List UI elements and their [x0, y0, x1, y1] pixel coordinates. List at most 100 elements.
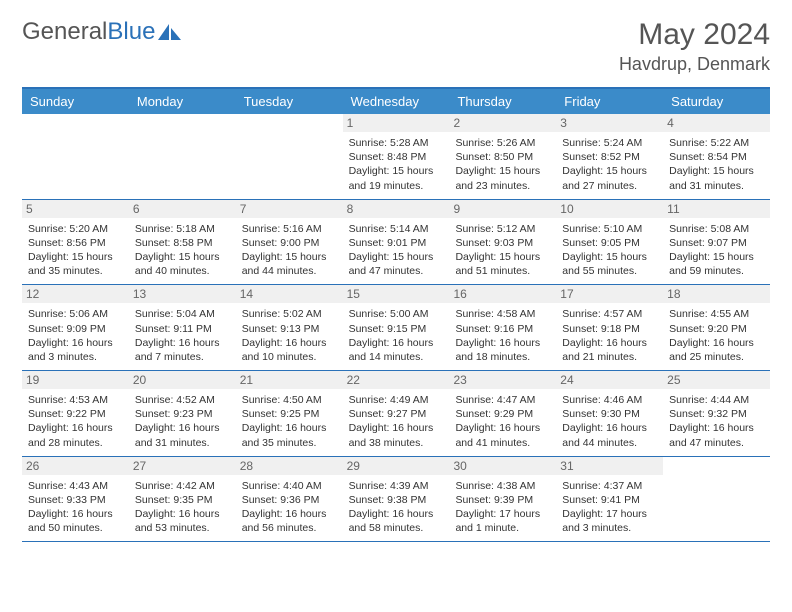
day-info: Sunrise: 4:43 AMSunset: 9:33 PMDaylight:…: [28, 479, 123, 536]
sunset-text: Sunset: 9:07 PM: [669, 236, 764, 250]
day-number: 8: [343, 200, 450, 218]
daylight-text: Daylight: 15 hours and 35 minutes.: [28, 250, 123, 278]
dayname: Tuesday: [236, 89, 343, 114]
month-title: May 2024: [619, 18, 770, 52]
day-cell: 23Sunrise: 4:47 AMSunset: 9:29 PMDayligh…: [449, 371, 556, 456]
sunrise-text: Sunrise: 4:49 AM: [349, 393, 444, 407]
day-number: 19: [22, 371, 129, 389]
sunset-text: Sunset: 9:32 PM: [669, 407, 764, 421]
sunset-text: Sunset: 9:36 PM: [242, 493, 337, 507]
day-number: 10: [556, 200, 663, 218]
sunrise-text: Sunrise: 4:46 AM: [562, 393, 657, 407]
sunset-text: Sunset: 9:20 PM: [669, 322, 764, 336]
sunset-text: Sunset: 9:27 PM: [349, 407, 444, 421]
day-info: Sunrise: 5:26 AMSunset: 8:50 PMDaylight:…: [455, 136, 550, 193]
day-number: 21: [236, 371, 343, 389]
day-info: Sunrise: 5:28 AMSunset: 8:48 PMDaylight:…: [349, 136, 444, 193]
logo-sail-icon: [157, 22, 183, 42]
day-number: 29: [343, 457, 450, 475]
daylight-text: Daylight: 17 hours and 1 minute.: [455, 507, 550, 535]
sunrise-text: Sunrise: 4:55 AM: [669, 307, 764, 321]
sunset-text: Sunset: 9:38 PM: [349, 493, 444, 507]
daylight-text: Daylight: 16 hours and 21 minutes.: [562, 336, 657, 364]
day-cell: 16Sunrise: 4:58 AMSunset: 9:16 PMDayligh…: [449, 285, 556, 370]
day-cell: [236, 114, 343, 199]
day-info: Sunrise: 4:44 AMSunset: 9:32 PMDaylight:…: [669, 393, 764, 450]
day-number: 25: [663, 371, 770, 389]
day-info: Sunrise: 5:06 AMSunset: 9:09 PMDaylight:…: [28, 307, 123, 364]
day-header-row: Sunday Monday Tuesday Wednesday Thursday…: [22, 89, 770, 114]
sunrise-text: Sunrise: 5:20 AM: [28, 222, 123, 236]
sunrise-text: Sunrise: 5:00 AM: [349, 307, 444, 321]
day-cell: 20 Sunrise: 4:52 AMSunset: 9:23 PMDayligh…: [129, 371, 236, 456]
day-number: 15: [343, 285, 450, 303]
sunset-text: Sunset: 8:52 PM: [562, 150, 657, 164]
day-info: Sunrise: 4:57 AMSunset: 9:18 PMDaylight:…: [562, 307, 657, 364]
logo-text-2: Blue: [107, 18, 155, 46]
location: Havdrup, Denmark: [619, 54, 770, 75]
day-info: Sunrise: 4:52 AMSunset: 9:23 PMDaylight:…: [135, 393, 230, 450]
day-number: 30: [449, 457, 556, 475]
day-cell: 9Sunrise: 5:12 AMSunset: 9:03 PMDaylight…: [449, 200, 556, 285]
sunrise-text: Sunrise: 5:24 AM: [562, 136, 657, 150]
sunset-text: Sunset: 9:01 PM: [349, 236, 444, 250]
sunset-text: Sunset: 9:22 PM: [28, 407, 123, 421]
day-number: 28: [236, 457, 343, 475]
dayname: Thursday: [449, 89, 556, 114]
day-cell: 12Sunrise: 5:06 AMSunset: 9:09 PMDayligh…: [22, 285, 129, 370]
day-cell: 29 Sunrise: 4:39 AMSunset: 9:38 PMDayligh…: [343, 457, 450, 542]
day-info: Sunrise: 5:00 AMSunset: 9:15 PMDaylight:…: [349, 307, 444, 364]
day-cell: 22Sunrise: 4:49 AMSunset: 9:27 PMDayligh…: [343, 371, 450, 456]
day-info: Sunrise: 5:04 AMSunset: 9:11 PMDaylight:…: [135, 307, 230, 364]
sunrise-text: Sunrise: 4:50 AM: [242, 393, 337, 407]
daylight-text: Daylight: 16 hours and 41 minutes.: [455, 421, 550, 449]
daylight-text: Daylight: 16 hours and 10 minutes.: [242, 336, 337, 364]
week-row: 12Sunrise: 5:06 AMSunset: 9:09 PMDayligh…: [22, 285, 770, 371]
dayname: Wednesday: [343, 89, 450, 114]
day-cell: 11Sunrise: 5:08 AMSunset: 9:07 PMDayligh…: [663, 200, 770, 285]
daylight-text: Daylight: 16 hours and 14 minutes.: [349, 336, 444, 364]
sunrise-text: Sunrise: 4:47 AM: [455, 393, 550, 407]
day-number: 2: [449, 114, 556, 132]
day-cell: 30Sunrise: 4:38 AMSunset: 9:39 PMDayligh…: [449, 457, 556, 542]
day-info: Sunrise: 5:02 AMSunset: 9:13 PMDaylight:…: [242, 307, 337, 364]
day-number: 31: [556, 457, 663, 475]
sunrise-text: Sunrise: 4:42 AM: [135, 479, 230, 493]
day-number: 4: [663, 114, 770, 132]
sunrise-text: Sunrise: 5:08 AM: [669, 222, 764, 236]
day-cell: 13Sunrise: 5:04 AMSunset: 9:11 PMDayligh…: [129, 285, 236, 370]
day-cell: 25 Sunrise: 4:44 AMSunset: 9:32 PMDayligh…: [663, 371, 770, 456]
daylight-text: Daylight: 16 hours and 56 minutes.: [242, 507, 337, 535]
day-info: Sunrise: 5:16 AMSunset: 9:00 PMDaylight:…: [242, 222, 337, 279]
sunset-text: Sunset: 9:30 PM: [562, 407, 657, 421]
day-info: Sunrise: 4:39 AMSunset: 9:38 PMDaylight:…: [349, 479, 444, 536]
day-number: 24: [556, 371, 663, 389]
day-number: 17: [556, 285, 663, 303]
day-cell: 1Sunrise: 5:28 AMSunset: 8:48 PMDaylight…: [343, 114, 450, 199]
day-cell: 21Sunrise: 4:50 AMSunset: 9:25 PMDayligh…: [236, 371, 343, 456]
day-info: Sunrise: 5:18 AMSunset: 8:58 PMDaylight:…: [135, 222, 230, 279]
sunrise-text: Sunrise: 4:52 AM: [135, 393, 230, 407]
day-number: 20: [129, 371, 236, 389]
dayname: Monday: [129, 89, 236, 114]
sunset-text: Sunset: 9:33 PM: [28, 493, 123, 507]
day-info: Sunrise: 5:24 AMSunset: 8:52 PMDaylight:…: [562, 136, 657, 193]
daylight-text: Daylight: 16 hours and 28 minutes.: [28, 421, 123, 449]
day-cell: 24Sunrise: 4:46 AMSunset: 9:30 PMDayligh…: [556, 371, 663, 456]
sunset-text: Sunset: 9:09 PM: [28, 322, 123, 336]
day-cell: 14Sunrise: 5:02 AMSunset: 9:13 PMDayligh…: [236, 285, 343, 370]
day-info: Sunrise: 4:49 AMSunset: 9:27 PMDaylight:…: [349, 393, 444, 450]
daylight-text: Daylight: 15 hours and 59 minutes.: [669, 250, 764, 278]
day-info: Sunrise: 4:53 AMSunset: 9:22 PMDaylight:…: [28, 393, 123, 450]
daylight-text: Daylight: 16 hours and 53 minutes.: [135, 507, 230, 535]
daylight-text: Daylight: 16 hours and 31 minutes.: [135, 421, 230, 449]
sunset-text: Sunset: 9:15 PM: [349, 322, 444, 336]
day-cell: 7Sunrise: 5:16 AMSunset: 9:00 PMDaylight…: [236, 200, 343, 285]
sunrise-text: Sunrise: 4:44 AM: [669, 393, 764, 407]
day-info: Sunrise: 4:40 AMSunset: 9:36 PMDaylight:…: [242, 479, 337, 536]
day-cell: 27Sunrise: 4:42 AMSunset: 9:35 PMDayligh…: [129, 457, 236, 542]
sunrise-text: Sunrise: 5:18 AM: [135, 222, 230, 236]
week-row: 19 Sunrise: 4:53 AMSunset: 9:22 PMDayligh…: [22, 371, 770, 457]
sunrise-text: Sunrise: 4:58 AM: [455, 307, 550, 321]
daylight-text: Daylight: 16 hours and 47 minutes.: [669, 421, 764, 449]
